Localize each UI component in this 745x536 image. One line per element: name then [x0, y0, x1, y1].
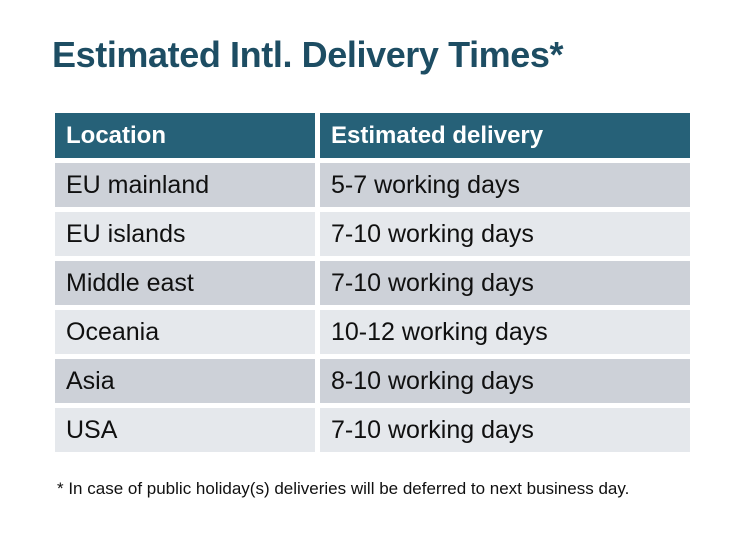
location-cell: EU mainland	[55, 163, 315, 207]
table-row: Middle east 7-10 working days	[55, 261, 690, 305]
table-row: Asia 8-10 working days	[55, 359, 690, 403]
table-header-row: Location Estimated delivery	[55, 113, 690, 158]
delivery-cell: 8-10 working days	[320, 359, 690, 403]
delivery-cell: 7-10 working days	[320, 408, 690, 452]
location-cell: Oceania	[55, 310, 315, 354]
column-header-location: Location	[55, 113, 315, 158]
delivery-cell: 10-12 working days	[320, 310, 690, 354]
delivery-cell: 7-10 working days	[320, 261, 690, 305]
table-row: USA 7-10 working days	[55, 408, 690, 452]
footnote: * In case of public holiday(s) deliverie…	[57, 479, 630, 498]
location-cell: Asia	[55, 359, 315, 403]
page-title: Estimated Intl. Delivery Times*	[52, 34, 564, 75]
delivery-cell: 5-7 working days	[320, 163, 690, 207]
location-cell: Middle east	[55, 261, 315, 305]
table-row: EU mainland 5-7 working days	[55, 163, 690, 207]
location-cell: USA	[55, 408, 315, 452]
delivery-times-table: Location Estimated delivery EU mainland 5…	[55, 113, 690, 452]
table-row: Oceania 10-12 working days	[55, 310, 690, 354]
delivery-cell: 7-10 working days	[320, 212, 690, 256]
location-cell: EU islands	[55, 212, 315, 256]
table-row: EU islands 7-10 working days	[55, 212, 690, 256]
column-header-estimated-delivery: Estimated delivery	[320, 113, 690, 158]
